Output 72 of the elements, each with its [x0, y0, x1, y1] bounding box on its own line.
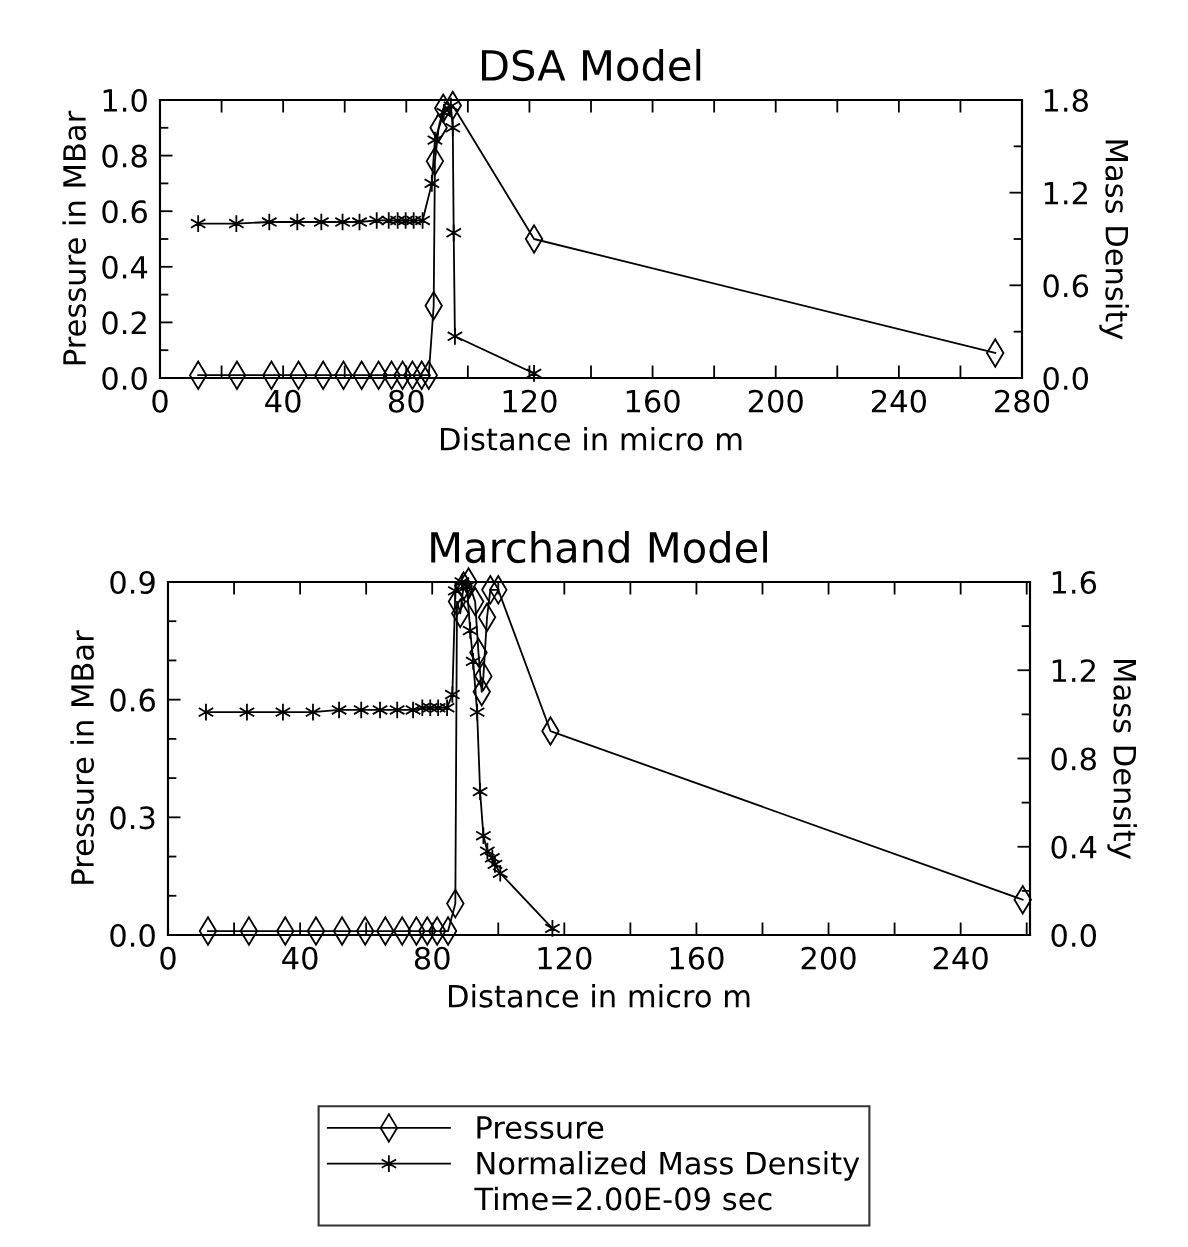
- point: [469, 702, 486, 722]
- y-tick-label: 0.8: [102, 144, 147, 168]
- y-tick-label: 0.9: [110, 570, 155, 595]
- point: [313, 212, 330, 232]
- x-tick-label: 160: [626, 389, 680, 413]
- point: [471, 782, 489, 801]
- y-tick-label: 0.3: [110, 806, 155, 830]
- point: [414, 211, 431, 230]
- point: [289, 212, 306, 232]
- point: [190, 214, 207, 233]
- point: [274, 702, 292, 722]
- y-tick-label: 0.6: [102, 200, 147, 224]
- y2-axis-title: Mass Density: [1107, 660, 1137, 859]
- y2-axis-title: Mass Density: [1099, 140, 1129, 340]
- point: [444, 685, 461, 704]
- y-tick-label: 0.0: [102, 366, 147, 391]
- point: [426, 130, 444, 150]
- y-tick-label: 1.0: [103, 88, 147, 113]
- x-tick-label: 40: [282, 946, 318, 970]
- point: [465, 652, 482, 671]
- point: [304, 702, 322, 722]
- x-tick-label: 80: [388, 389, 424, 413]
- x-tick-label: 240: [933, 946, 988, 970]
- point: [330, 700, 348, 720]
- point: [444, 118, 461, 138]
- x-tick-label: 120: [538, 946, 592, 970]
- point: [445, 223, 462, 243]
- x-tick-label: 80: [414, 946, 450, 970]
- y-tick-label: 0.0: [110, 923, 155, 948]
- y-tick-label: 0.4: [102, 255, 148, 279]
- y2-tick-label: 1.2: [1052, 659, 1095, 682]
- x-tick-label: 160: [670, 946, 724, 970]
- y2-tick-label: 0.0: [1051, 923, 1097, 948]
- point: [492, 863, 509, 883]
- y2-tick-label: 0.8: [1051, 747, 1096, 771]
- x-tick-label: 0: [160, 946, 176, 970]
- x-tick-label: 0: [152, 389, 168, 413]
- y-tick-label: 0.6: [110, 688, 155, 712]
- point: [238, 702, 256, 722]
- y2-tick-label: 0.6: [1043, 274, 1089, 298]
- y2-tick-label: 0.0: [1043, 366, 1089, 391]
- x-tick-label: 40: [265, 389, 301, 413]
- point: [197, 702, 215, 722]
- point: [438, 698, 456, 717]
- point: [371, 700, 389, 720]
- x-axis-title: Distance in micro m: [449, 984, 750, 1008]
- y-axis-title: Pressure in MBar: [70, 630, 95, 884]
- legend-label: Pressure: [477, 1116, 604, 1140]
- y2-tick-label: 1.8: [1044, 88, 1088, 113]
- y2-tick-label: 1.2: [1044, 181, 1087, 205]
- x-tick-label: 280: [995, 389, 1050, 413]
- point: [228, 214, 245, 233]
- x-tick-label: 240: [871, 389, 926, 413]
- point: [389, 700, 406, 720]
- y2-tick-label: 0.4: [1051, 835, 1097, 859]
- point: [261, 212, 278, 232]
- legend-label: Normalized Mass Density: [477, 1151, 860, 1181]
- y-tick-label: 0.2: [102, 311, 146, 335]
- point: [462, 621, 479, 640]
- point: [446, 327, 464, 346]
- point: [423, 174, 440, 193]
- x-tick-label: 120: [503, 389, 557, 413]
- point: [442, 96, 460, 116]
- y2-tick-label: 1.6: [1052, 570, 1097, 595]
- y-axis-title: Pressure in MBar: [62, 110, 87, 365]
- text: Time=2.00E-09 sec: [474, 1186, 772, 1211]
- chart-title: Marchand Model: [431, 530, 767, 564]
- x-tick-label: 200: [801, 946, 856, 970]
- x-tick-label: 200: [748, 389, 803, 413]
- x-axis-title: Distance in micro m: [441, 427, 742, 451]
- chart-title: DSA Model: [482, 48, 701, 82]
- point: [353, 700, 370, 720]
